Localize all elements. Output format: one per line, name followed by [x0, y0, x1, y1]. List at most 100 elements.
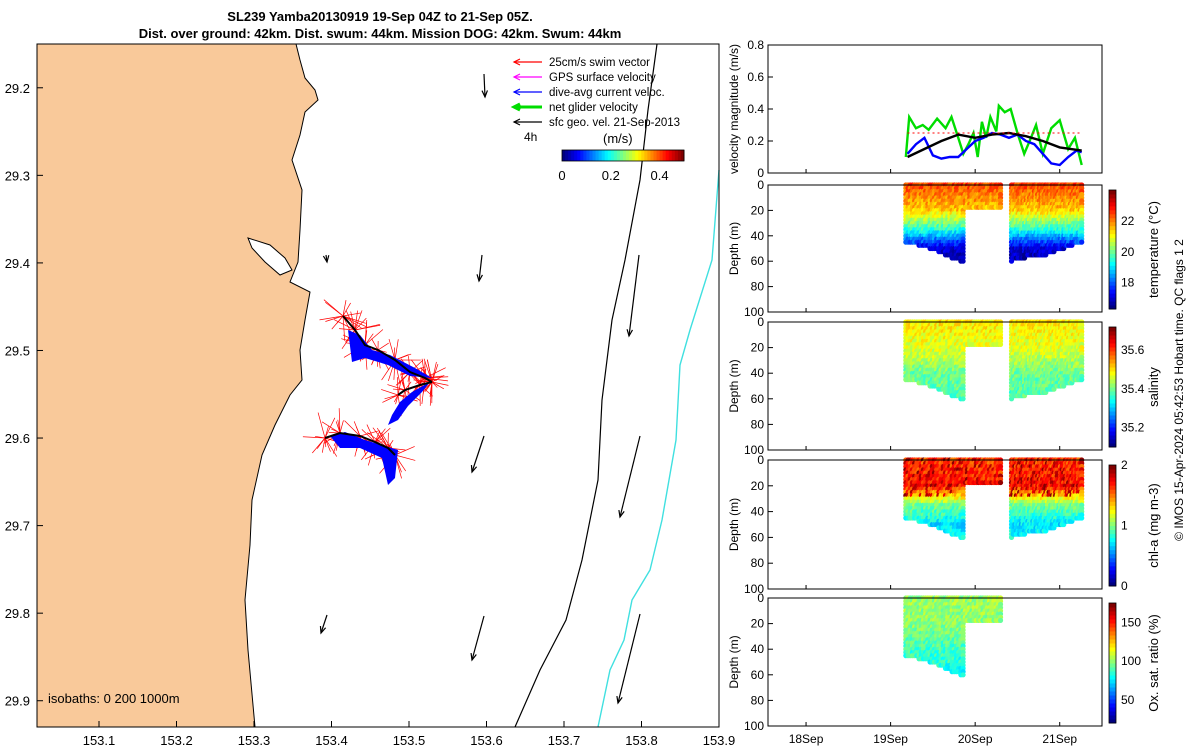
- lat-tick-label: 29.7: [5, 519, 30, 534]
- section-colorbar-cell: [1109, 269, 1116, 274]
- colorbar-cell: [619, 150, 624, 161]
- swim-vector: [335, 421, 341, 434]
- legend-label: dive-avg current veloc.: [549, 87, 665, 99]
- section-datapoint: [997, 341, 1004, 347]
- colorbar-cell: [671, 150, 676, 161]
- colorbar-tick-label: 18: [1121, 276, 1135, 290]
- colorbar-tick-label: 35.6: [1121, 343, 1145, 357]
- colorbar-cell: [601, 150, 606, 161]
- geo-velocity-arrow: [628, 254, 640, 337]
- section-colorbar-cell: [1109, 193, 1116, 199]
- swim-vector: [342, 315, 367, 328]
- geo-velocity-arrowhead: [470, 652, 477, 662]
- section-colorbar-cell: [1109, 427, 1116, 432]
- lat-tick-label: 29.2: [5, 81, 30, 96]
- geo-velocity-arrow: [471, 615, 485, 661]
- section-colorbar-cell: [1109, 343, 1116, 348]
- section-colorbar-cell: [1109, 241, 1116, 247]
- section-colorbar-cell: [1109, 249, 1116, 254]
- colorbar-cell: [665, 150, 670, 161]
- velocity-ytick-label: 0.8: [747, 38, 764, 52]
- section-colorbar-cell: [1109, 289, 1116, 294]
- swim-vector: [382, 394, 399, 403]
- swim-vector: [431, 381, 449, 386]
- swim-vector: [431, 361, 437, 383]
- lat-tick-label: 29.9: [5, 694, 30, 709]
- velocity-series-line: [904, 103, 1083, 166]
- section-colorbar-cell: [1109, 233, 1116, 239]
- swim-vector: [410, 375, 421, 386]
- section-colorbar-cell: [1109, 297, 1116, 302]
- section-colorbar-cell: [1109, 277, 1116, 282]
- swim-vector: [394, 394, 399, 403]
- velocity-ytick-label: 0.2: [747, 134, 764, 148]
- swim-vector: [395, 394, 399, 405]
- colorbar-cell: [623, 150, 627, 161]
- colorbar-cell: [632, 150, 636, 161]
- geo-velocity-arrowhead: [322, 255, 330, 264]
- swim-vector: [333, 319, 356, 331]
- swim-vector: [371, 338, 379, 351]
- swim-vector: [342, 302, 351, 317]
- velocity-series-line: [906, 131, 1083, 167]
- legend-label: sfc geo. vel. 21-Sep-2013: [549, 117, 680, 129]
- section-datapoint: [1079, 239, 1085, 245]
- swim-vector: [364, 319, 368, 346]
- swim-vector: [387, 439, 394, 449]
- section-colorbar-cell: [1109, 253, 1116, 258]
- depth-axis-label: Depth (m): [727, 359, 741, 412]
- legend-swatch-head: [512, 73, 521, 81]
- section-datapoint: [960, 534, 966, 541]
- swim-vector: [431, 375, 445, 383]
- colorbar-cell: [580, 150, 584, 161]
- section-datapoint: [960, 258, 966, 264]
- colorbar-cell: [647, 150, 651, 161]
- colorbar-cell: [653, 150, 658, 161]
- dive-avg-current-band: [348, 330, 432, 378]
- swim-vector: [319, 315, 344, 321]
- depth-tick-label: 60: [751, 392, 765, 406]
- colorbar-cell: [610, 150, 615, 161]
- lon-tick-label: 153.3: [238, 733, 271, 748]
- legend-label: net glider velocity: [549, 102, 638, 114]
- section-colorbar-cell: [1109, 387, 1116, 392]
- section-colorbar-cell: [1109, 213, 1116, 219]
- geo-velocity-arrowhead: [470, 464, 478, 474]
- colorbar-tick-label: 35.4: [1121, 382, 1145, 396]
- colorbar-cell: [571, 150, 575, 161]
- swim-vector: [331, 428, 341, 434]
- colorbar-cell: [589, 150, 593, 161]
- swim-vector: [364, 329, 384, 346]
- section-colorbar-cell: [1109, 327, 1116, 332]
- section-colorbar-cell: [1109, 293, 1116, 298]
- estuary-inlet: [247, 237, 293, 276]
- colorbar-cell: [644, 150, 648, 161]
- velocity-ytick-label: 0: [757, 166, 764, 180]
- section-colorbar-cell: [1109, 265, 1116, 270]
- depth-tick-label: 0: [757, 178, 764, 192]
- lon-tick-label: 153.6: [470, 733, 503, 748]
- swim-vector: [423, 358, 433, 383]
- section-colorbar-cell: [1109, 347, 1116, 352]
- depth-axis-label: Depth (m): [727, 222, 741, 275]
- legend-swatch-head: [512, 58, 521, 66]
- lat-tick-label: 29.3: [5, 168, 30, 183]
- swim-vector: [350, 311, 356, 331]
- swim-vector: [353, 421, 361, 437]
- colorbar-cell: [641, 150, 645, 161]
- colorbar-cell: [662, 150, 667, 161]
- section-colorbar-cell: [1109, 399, 1116, 404]
- velocity-series-line: [907, 131, 1082, 159]
- section-colorbar-cell: [1109, 367, 1116, 372]
- colorbar-cell: [586, 150, 590, 161]
- colorbar-tick-label: 22: [1121, 214, 1135, 228]
- section-colorbar-cell: [1109, 375, 1116, 380]
- colorbar-cell: [562, 150, 566, 161]
- swim-vector: [387, 384, 406, 391]
- swim-vector: [431, 381, 440, 387]
- section-colorbar-cell: [1109, 335, 1116, 340]
- lat-tick-label: 29.8: [5, 606, 30, 621]
- colorbar-cell: [592, 150, 597, 161]
- swim-vector: [384, 394, 399, 400]
